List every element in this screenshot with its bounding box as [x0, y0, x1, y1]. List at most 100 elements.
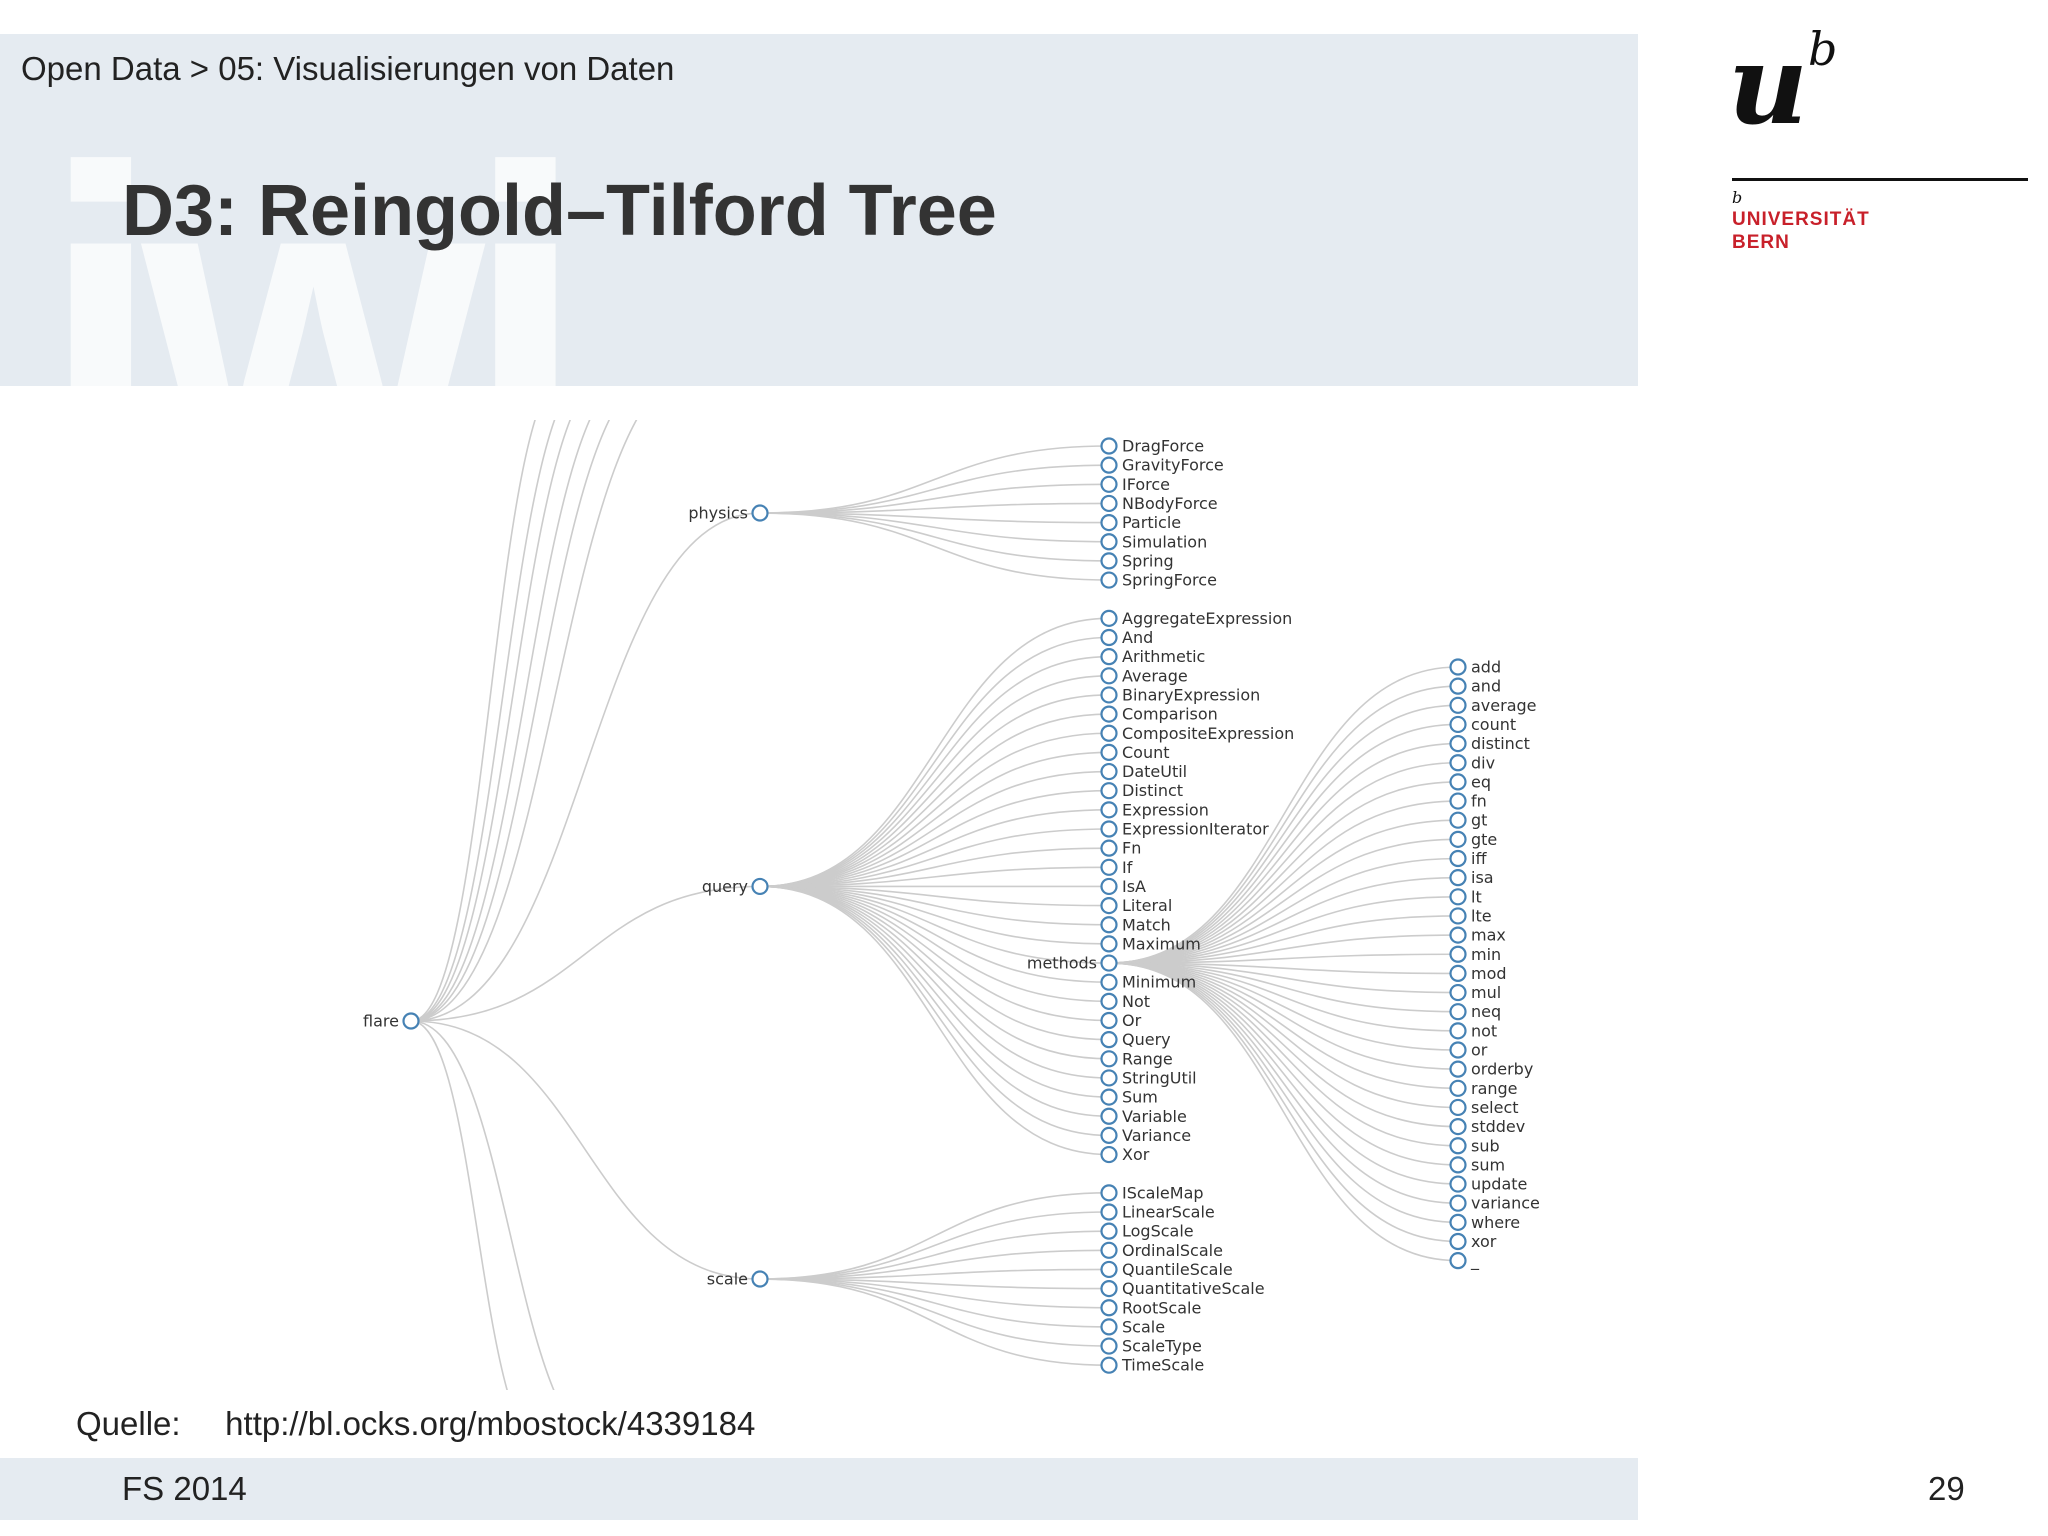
tree-node[interactable]: RootScale [1100, 1298, 1202, 1317]
tree-node[interactable]: Fn [1100, 839, 1142, 858]
node-circle[interactable] [1100, 820, 1118, 838]
tree-node[interactable]: DragForce [1100, 437, 1205, 456]
node-circle[interactable] [1100, 648, 1118, 666]
tree-node[interactable]: range [1449, 1079, 1518, 1098]
node-circle[interactable] [1449, 735, 1467, 753]
tree-node[interactable]: QuantitativeScale [1100, 1279, 1265, 1298]
node-circle[interactable] [1100, 916, 1118, 934]
node-circle[interactable] [1449, 811, 1467, 829]
tree-node[interactable]: select [1449, 1098, 1519, 1117]
node-circle[interactable] [1449, 888, 1467, 906]
node-circle[interactable] [1449, 869, 1467, 887]
tree-node[interactable]: flare [363, 1012, 420, 1031]
node-circle[interactable] [1100, 494, 1118, 513]
tree-node[interactable]: Xor [1100, 1145, 1150, 1164]
tree-node[interactable]: OrdinalScale [1100, 1241, 1223, 1260]
tree-node[interactable]: CompositeExpression [1100, 724, 1295, 743]
node-circle[interactable] [1100, 667, 1118, 685]
tree-node[interactable]: Variance [1100, 1126, 1192, 1145]
tree-node[interactable]: LinearScale [1100, 1203, 1215, 1222]
tree-node[interactable]: scale [707, 1270, 769, 1289]
node-circle[interactable] [1100, 437, 1118, 455]
node-circle[interactable] [1100, 1241, 1118, 1259]
tree-node[interactable]: neq [1449, 1002, 1502, 1021]
node-circle[interactable] [1100, 762, 1118, 781]
tree-node[interactable]: and [1449, 677, 1502, 696]
node-circle[interactable] [1100, 1279, 1118, 1298]
tree-node[interactable]: update [1449, 1175, 1528, 1194]
tree-node[interactable]: IForce [1100, 475, 1171, 494]
tree-node[interactable]: Match [1100, 915, 1171, 934]
node-circle[interactable] [751, 1270, 769, 1288]
tree-node[interactable]: Comparison [1100, 705, 1218, 724]
tree-node[interactable]: Average [1100, 666, 1188, 685]
tree-node[interactable]: Minimum [1100, 973, 1197, 992]
node-circle[interactable] [1100, 1069, 1118, 1087]
tree-node[interactable]: TimeScale [1100, 1356, 1205, 1375]
tree-node[interactable]: gte [1449, 830, 1498, 849]
tree-node[interactable]: IScaleMap [1100, 1183, 1204, 1202]
node-circle[interactable] [1449, 1213, 1467, 1231]
node-circle[interactable] [1100, 1145, 1118, 1164]
node-circle[interactable] [1100, 1184, 1118, 1202]
node-circle[interactable] [1100, 1337, 1118, 1355]
tree-node[interactable]: IsA [1100, 877, 1147, 896]
node-circle[interactable] [1100, 1011, 1118, 1030]
tree-node[interactable]: And [1100, 628, 1154, 647]
node-circle[interactable] [1100, 1107, 1118, 1125]
node-circle[interactable] [1100, 724, 1118, 742]
tree-node[interactable]: fn [1449, 792, 1487, 811]
tree-node[interactable]: Query [1100, 1030, 1171, 1049]
node-circle[interactable] [1449, 1098, 1467, 1117]
node-circle[interactable] [1449, 1175, 1467, 1193]
node-circle[interactable] [1100, 1318, 1118, 1336]
node-circle[interactable] [1449, 677, 1467, 695]
node-circle[interactable] [1100, 456, 1118, 474]
tree-node[interactable]: LogScale [1100, 1222, 1194, 1241]
node-circle[interactable] [1100, 686, 1118, 704]
node-circle[interactable] [1100, 552, 1118, 570]
node-circle[interactable] [1449, 1252, 1467, 1270]
node-circle[interactable] [1100, 992, 1118, 1010]
tree-node[interactable]: DateUtil [1100, 762, 1188, 781]
tree-node[interactable]: query [702, 877, 769, 896]
node-circle[interactable] [1100, 839, 1118, 857]
tree-node[interactable]: sub [1449, 1136, 1500, 1155]
node-circle[interactable] [1100, 1126, 1118, 1145]
tree-node[interactable]: div [1449, 753, 1496, 772]
tree-node[interactable]: sum [1449, 1155, 1506, 1174]
node-circle[interactable] [1449, 1060, 1467, 1078]
node-circle[interactable] [1100, 935, 1118, 953]
node-circle[interactable] [1100, 513, 1118, 532]
node-circle[interactable] [1449, 1022, 1467, 1040]
tree-node[interactable]: Not [1100, 992, 1151, 1011]
source-url[interactable]: http://bl.ocks.org/mbostock/4339184 [225, 1405, 756, 1442]
tree-node[interactable]: iff [1449, 849, 1488, 868]
tree-node[interactable]: Count [1100, 743, 1170, 762]
tree-node[interactable]: Range [1100, 1049, 1173, 1068]
node-circle[interactable] [1449, 658, 1467, 676]
node-circle[interactable] [1449, 945, 1467, 963]
tree-node[interactable]: ExpressionIterator [1100, 820, 1270, 839]
node-circle[interactable] [1449, 754, 1467, 772]
tree-node[interactable]: Particle [1100, 513, 1182, 532]
tree-node[interactable]: or [1449, 1041, 1488, 1060]
node-circle[interactable] [1100, 1299, 1118, 1317]
node-circle[interactable] [1100, 705, 1118, 723]
tree-node[interactable]: physics [688, 504, 769, 523]
node-circle[interactable] [1449, 1003, 1467, 1021]
tree-node[interactable]: xor [1449, 1232, 1497, 1251]
tree-node[interactable]: Literal [1100, 896, 1173, 915]
tree-node[interactable]: Scale [1100, 1317, 1166, 1336]
node-circle[interactable] [1449, 792, 1467, 810]
node-circle[interactable] [1100, 1050, 1118, 1068]
node-circle[interactable] [1100, 973, 1118, 991]
node-circle[interactable] [1100, 801, 1118, 819]
tree-node[interactable]: Simulation [1100, 532, 1208, 551]
node-circle[interactable] [1100, 1031, 1118, 1049]
node-circle[interactable] [402, 1012, 420, 1030]
node-circle[interactable] [1100, 877, 1118, 896]
tree-node[interactable]: average [1449, 696, 1537, 715]
node-circle[interactable] [1449, 907, 1467, 925]
tree-node[interactable]: QuantileScale [1100, 1260, 1233, 1279]
